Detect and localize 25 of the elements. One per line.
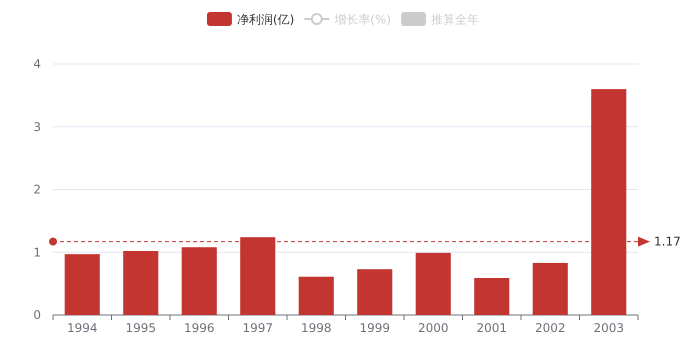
bar [64,254,100,315]
x-tick-label: 1995 [125,321,156,335]
y-tick-label: 0 [33,308,41,322]
bar [298,276,334,315]
x-tick-label: 1998 [300,321,332,335]
bar [416,252,451,315]
y-tick-label: 1 [33,245,41,260]
x-tick-label: 1996 [184,321,215,335]
y-tick-label: 3 [33,120,41,134]
bar [532,262,568,315]
ref-line-label: 1.17 [654,234,681,249]
x-tick-label: 1994 [66,321,98,335]
x-tick-label: 1999 [359,321,390,335]
x-tick-label: 2000 [418,321,449,335]
legend-label: 净利润(亿) [236,12,294,26]
y-tick-label: 4 [33,57,41,71]
y-tick-label: 2 [33,182,41,196]
bar [474,278,510,315]
x-tick-label: 2001 [476,321,508,335]
x-tick-label: 1997 [242,321,274,335]
x-tick-label: 2002 [534,321,566,335]
bar [123,250,158,315]
x-tick-label: 2003 [593,321,624,335]
bar [357,269,392,315]
bar [182,247,217,315]
